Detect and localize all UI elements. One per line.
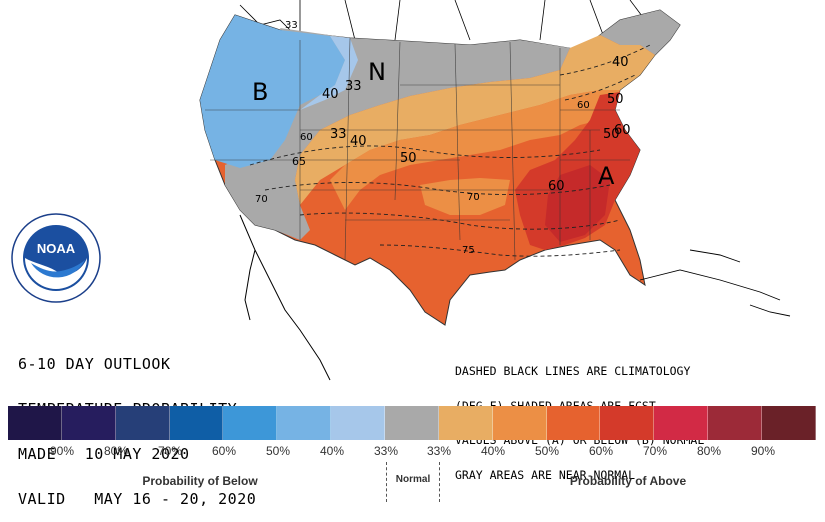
explanatory-note: DASHED BLACK LINES ARE CLIMATOLOGY (DEG … xyxy=(455,343,704,493)
contour-label: 75 xyxy=(462,245,475,256)
legend-below-label: 40% xyxy=(319,444,345,458)
title-line-1: 6-10 DAY OUTLOOK xyxy=(18,355,171,373)
caption-below: Probability of Below xyxy=(142,474,258,488)
legend-swatch xyxy=(762,406,816,440)
note-line-1: DASHED BLACK LINES ARE CLIMATOLOGY xyxy=(455,364,691,378)
noaa-logo: NOAA xyxy=(11,213,101,303)
legend-color-bar xyxy=(8,406,816,440)
state-lines xyxy=(205,37,630,261)
contour-label: 40 xyxy=(612,55,629,70)
legend-below-label: 70% xyxy=(157,444,183,458)
legend-swatch xyxy=(600,406,655,440)
legend-swatch xyxy=(115,406,170,440)
contour-label: 65 xyxy=(292,155,306,168)
legend-above-label: 40% xyxy=(480,444,506,458)
legend-above-label: 70% xyxy=(642,444,668,458)
legend-above-label: 90% xyxy=(750,444,776,458)
legend-swatch xyxy=(438,406,493,440)
legend-swatch xyxy=(277,406,332,440)
contour-label: 60 xyxy=(614,123,631,138)
legend-below-label: 50% xyxy=(265,444,291,458)
contour-label: 60 xyxy=(300,132,313,143)
legend-swatch xyxy=(385,406,439,440)
contour-label: 40 xyxy=(350,134,367,149)
region-label-below: B xyxy=(252,78,268,106)
contour-label: 50 xyxy=(400,151,417,166)
noaa-logo-text: NOAA xyxy=(37,241,76,256)
legend-swatch xyxy=(654,406,709,440)
contour-label: 50 xyxy=(603,127,620,142)
contour-label: 33 xyxy=(330,127,347,142)
legend-swatch xyxy=(223,406,278,440)
legend-swatch xyxy=(492,406,547,440)
legend-swatch xyxy=(8,406,62,440)
normal-divider-left xyxy=(386,462,387,502)
note-line-2: (DEG F) SHADED AREAS ARE FCST xyxy=(455,400,704,413)
region-label-normal: N xyxy=(368,58,386,86)
region-label-above: A xyxy=(598,162,615,190)
legend-swatch xyxy=(61,406,116,440)
contour-label: 33 xyxy=(345,79,362,94)
normal-divider-right xyxy=(439,462,440,502)
below-normal-area xyxy=(200,15,345,168)
contour-label: 70 xyxy=(255,194,268,205)
legend-swatch xyxy=(546,406,601,440)
caribbean-islands xyxy=(639,249,791,317)
climatology-lines xyxy=(249,44,651,257)
legend-swatch xyxy=(169,406,224,440)
legend-swatch xyxy=(708,406,763,440)
contour-label: 50 xyxy=(607,92,624,107)
contour-label: 70 xyxy=(467,192,480,203)
legend-above-label: 50% xyxy=(534,444,560,458)
legend-percent-labels: 90% 80% 70% 60% 50% 40% 33% 33% 40% 50% 60% 70% 80% 9… xyxy=(0,444,825,462)
contour-label: 60 xyxy=(577,100,590,111)
legend-below-label: 60% xyxy=(211,444,237,458)
contour-label: 60 xyxy=(548,179,565,194)
legend-above-label: 33% xyxy=(426,444,452,458)
title-line-3: MADE 10 MAY 2020 xyxy=(18,445,190,463)
legend-above-label: 60% xyxy=(588,444,614,458)
mexico-outline xyxy=(239,214,331,381)
above-33-area xyxy=(295,35,655,205)
legend-captions: Probability of Below Normal Probability … xyxy=(0,474,825,492)
note-line-3: VALUES ABOVE (A) OR BELOW (B) NORMAL xyxy=(455,433,705,447)
note-line-4: GRAY AREAS ARE NEAR-NORMAL xyxy=(455,467,636,482)
contour-label: 40 xyxy=(322,87,339,102)
legend-below-label: 90% xyxy=(49,444,75,458)
title-line-4: VALID MAY 16 - 20, 2020 xyxy=(18,490,257,508)
legend-swatch xyxy=(331,406,386,440)
caption-above: Probability of Above xyxy=(569,474,687,488)
legend-below-label: 33% xyxy=(373,444,399,458)
legend-below-label: 80% xyxy=(103,444,129,458)
contour-label: 33 xyxy=(285,20,298,31)
caption-normal: Normal xyxy=(395,474,431,485)
legend-above-label: 80% xyxy=(696,444,722,458)
